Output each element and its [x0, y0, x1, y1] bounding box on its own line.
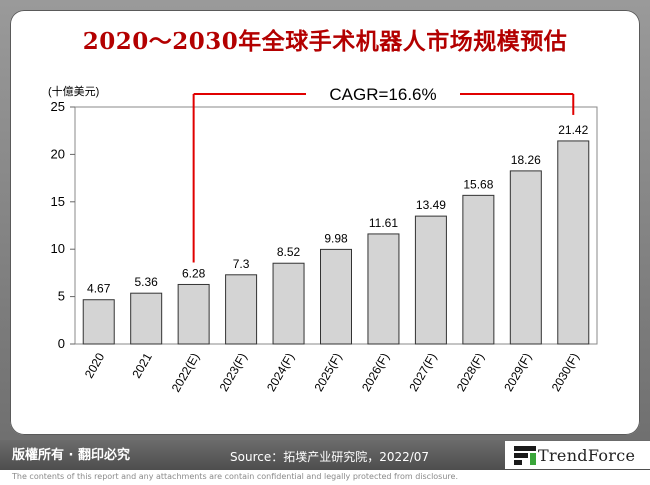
bar-value-label: 6.28	[182, 266, 206, 280]
bar	[130, 292, 163, 345]
cagr-label: CAGR=16.6%	[329, 85, 436, 104]
trendforce-logo	[505, 441, 650, 469]
disclaimer: The contents of this report and any atta…	[12, 472, 458, 481]
chart-title: 2020～2030年全球手术机器人市场规模预估	[82, 28, 568, 55]
y-axis-label: (十億美元)	[48, 84, 99, 98]
x-tick-label: 2028(F)	[454, 351, 487, 394]
bar	[367, 233, 400, 345]
bar-value-label: 4.67	[87, 282, 111, 296]
x-tick-label: 2026(F)	[359, 351, 392, 394]
x-tick-label: 2025(F)	[311, 351, 344, 394]
bar-value-label: 13.49	[416, 198, 446, 212]
x-tick-label: 2027(F)	[406, 351, 439, 394]
y-tick-label: 20	[51, 146, 65, 161]
bar	[509, 170, 542, 345]
bar-value-label: 21.42	[558, 123, 588, 137]
x-tick-label: 2023(F)	[217, 351, 250, 394]
y-tick-label: 15	[51, 194, 65, 209]
bar	[225, 274, 258, 345]
chart-bars	[82, 140, 590, 345]
bar-value-label: 15.68	[463, 177, 493, 191]
x-tick-label: 2024(F)	[264, 351, 297, 394]
trendforce-logo-mark-icon	[514, 446, 536, 465]
x-tick-label: 2021	[129, 350, 155, 380]
x-tick-label: 2022(E)	[169, 351, 202, 395]
bar-value-label: 7.3	[233, 257, 250, 271]
bar-value-label: 9.98	[324, 231, 348, 245]
source-note: Source：拓墣产业研究院，2022/07	[230, 450, 430, 464]
y-tick-label: 25	[51, 99, 65, 114]
x-tick-label: 2029(F)	[501, 351, 534, 394]
copyright-notice: 版權所有 · 翻印必究	[12, 448, 130, 463]
bar	[462, 194, 495, 345]
cagr-annotation: CAGR=16.6%	[192, 85, 575, 263]
y-tick-label: 5	[58, 289, 65, 304]
bar-chart: 0 5 10 15 20 25(十億美元) 4.67 2020 5.36 2021 6.28 202…	[48, 84, 598, 395]
bar	[557, 140, 590, 345]
bar	[82, 299, 115, 345]
bar-value-label: 8.52	[277, 245, 301, 259]
bar	[177, 283, 210, 345]
y-tick-label: 0	[58, 336, 65, 351]
y-tick-label: 10	[51, 241, 65, 256]
bar	[320, 248, 352, 345]
trendforce-logo-text: TrendForce	[538, 446, 636, 465]
bar	[272, 262, 305, 345]
bar	[414, 215, 447, 345]
bar-value-label: 5.36	[135, 275, 159, 289]
x-tick-label: 2020	[82, 350, 108, 380]
x-tick-label: 2030(F)	[549, 351, 582, 394]
bar-value-label: 11.61	[369, 216, 398, 230]
bar-value-label: 18.26	[511, 153, 541, 167]
